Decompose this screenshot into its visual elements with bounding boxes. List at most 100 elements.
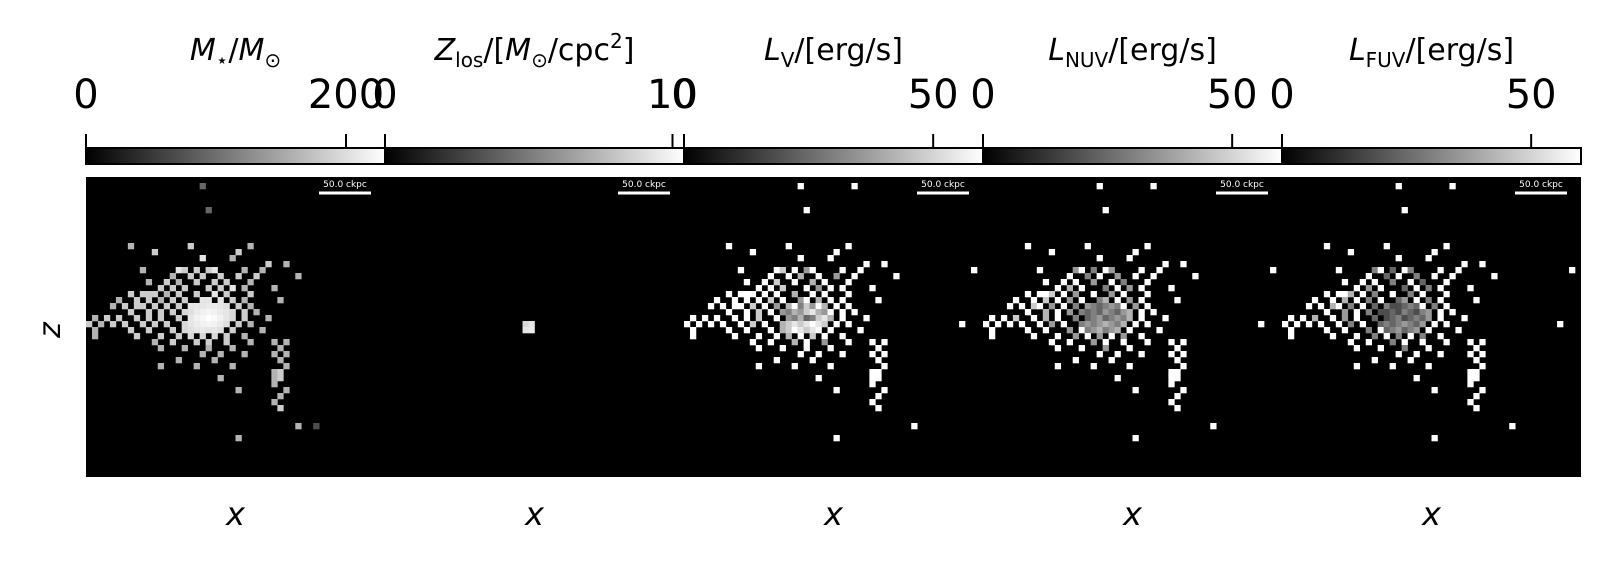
pixel-cell — [815, 351, 822, 358]
pixel-cell — [253, 273, 260, 280]
pixel-cell — [1443, 321, 1450, 328]
pixel-cell — [779, 309, 786, 316]
pixel-cell — [743, 291, 751, 298]
pixel-cell — [1383, 303, 1390, 310]
pixel-cell — [1132, 249, 1139, 256]
pixel-cell — [1335, 321, 1343, 328]
pixel-cell — [1473, 357, 1480, 364]
pixel-cell — [749, 321, 757, 328]
pixel-cell — [851, 273, 858, 280]
pixel-cell — [187, 327, 194, 334]
pixel-cell — [1102, 285, 1109, 292]
pixel-cell — [707, 321, 715, 328]
pixel-cell — [1078, 345, 1085, 352]
pixel-cell — [1437, 351, 1444, 358]
pixel-cell — [815, 297, 822, 304]
pixel-cell — [169, 297, 176, 304]
pixel-cell — [1347, 291, 1355, 298]
colorbar — [982, 147, 1283, 165]
pixel-cell — [1377, 309, 1384, 316]
pixel-cell — [1389, 327, 1396, 334]
pixel-cell — [881, 363, 888, 370]
pixel-cell — [1072, 291, 1079, 298]
pixel-cell — [1329, 297, 1337, 304]
pixel-cell — [229, 345, 236, 352]
pixel-cell — [869, 381, 876, 388]
pixel-cell — [181, 321, 188, 328]
pixel-cell — [1114, 273, 1121, 280]
pixel-cell — [1006, 303, 1014, 310]
pixel-cell — [1395, 315, 1402, 322]
pixel-cell — [223, 291, 230, 298]
pixel-cell — [1389, 339, 1396, 346]
pixel-cell — [1431, 387, 1438, 394]
pixel-cell — [1461, 315, 1468, 322]
pixel-cell — [1168, 369, 1175, 376]
pixel-cell — [1132, 273, 1139, 280]
pixel-cell — [1401, 315, 1408, 322]
pixel-cell — [719, 321, 727, 328]
pixel-cell — [1383, 309, 1390, 316]
pixel-cell — [1084, 303, 1091, 310]
pixel-cell — [86, 321, 93, 328]
pixel-cell — [522, 327, 529, 334]
pixel-cell — [779, 297, 786, 304]
pixel-cell — [1090, 279, 1097, 286]
pixel-cell — [1108, 291, 1115, 298]
pixel-cell — [157, 315, 165, 322]
pixel-cell — [199, 351, 206, 358]
pixel-cell — [797, 321, 804, 328]
pixel-cell — [193, 327, 200, 334]
pixel-cell — [809, 279, 816, 286]
pixel-cell — [145, 279, 153, 286]
pixel-cell — [205, 285, 212, 292]
pixel-cell — [983, 321, 990, 328]
pixel-cell — [145, 327, 153, 334]
pixel-cell — [271, 399, 278, 406]
pixel-cell — [839, 267, 846, 274]
pixel-cell — [1270, 267, 1277, 274]
pixel-cell — [205, 327, 212, 334]
pixel-cell — [773, 291, 780, 298]
pixel-cell — [211, 321, 218, 328]
pixel-cell — [1347, 339, 1355, 346]
pixel-cell — [193, 279, 200, 286]
pixel-cell — [821, 333, 828, 340]
pixel-cell — [1102, 207, 1109, 214]
pixel-cell — [1407, 309, 1414, 316]
pixel-cell — [1126, 327, 1133, 334]
pixel-cell — [229, 255, 236, 262]
pixel-cell — [211, 279, 218, 286]
pixel-cell — [1377, 297, 1384, 304]
pixel-cell — [809, 291, 816, 298]
pixel-cell — [839, 285, 846, 292]
pixel-cell — [875, 369, 882, 376]
pixel-cell — [1371, 303, 1378, 310]
pixel-cell — [157, 345, 165, 352]
pixel-cell — [1395, 297, 1402, 304]
pixel-cell — [205, 321, 212, 328]
pixel-cell — [971, 267, 978, 274]
pixel-cell — [857, 267, 864, 274]
pixel-cell — [1096, 333, 1103, 340]
pixel-cell — [1431, 273, 1438, 280]
pixel-cell — [1084, 273, 1091, 280]
pixel-cell — [1120, 315, 1127, 322]
pixel-cell — [1096, 321, 1103, 328]
pixel-cell — [1108, 357, 1115, 364]
pixel-cell — [139, 291, 147, 298]
pixel-cell — [1383, 273, 1390, 280]
pixel-cell — [1126, 315, 1133, 322]
pixel-cell — [193, 363, 200, 370]
pixel-cell — [175, 333, 182, 340]
colorbar-label: Zlos/[M⊙/cpc2] — [434, 29, 635, 72]
pixel-cell — [863, 261, 870, 268]
pixel-cell — [797, 351, 804, 358]
pixel-cell — [725, 327, 733, 334]
pixel-cell — [1078, 309, 1085, 316]
pixel-cell — [1090, 315, 1097, 322]
pixel-cell — [181, 285, 188, 292]
pixel-cell — [743, 315, 751, 322]
pixel-cell — [1054, 285, 1062, 292]
pixel-cell — [157, 363, 165, 370]
